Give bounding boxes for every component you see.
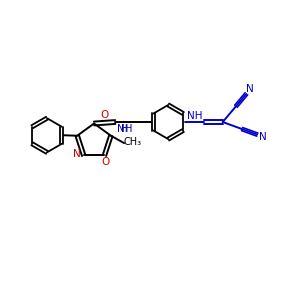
Text: H: H [121,124,128,134]
Text: NH: NH [117,124,132,134]
Text: N: N [246,84,254,94]
Text: N: N [73,149,81,159]
Text: O: O [102,157,110,167]
Text: O: O [100,110,109,119]
Text: CH₃: CH₃ [124,137,142,148]
Text: NH: NH [187,110,202,121]
Text: N: N [259,132,267,142]
